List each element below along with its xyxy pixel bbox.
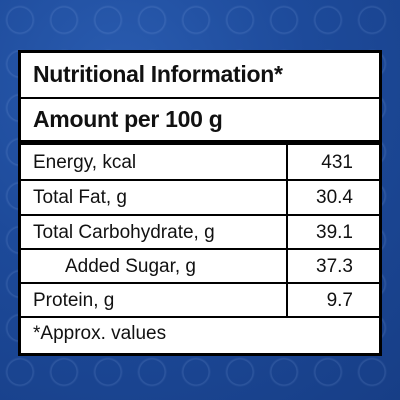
- row: Energy, kcal 431: [21, 145, 379, 179]
- column-divider: [286, 145, 288, 317]
- row-label: Protein, g: [33, 290, 115, 311]
- title: Nutritional Information*: [33, 61, 283, 87]
- footnote: *Approx. values: [33, 323, 167, 344]
- subtitle: Amount per 100 g: [33, 106, 223, 132]
- divider: [21, 140, 379, 145]
- row: Added Sugar, g 37.3: [21, 249, 379, 283]
- row: Protein, g 9.7: [21, 283, 379, 317]
- row-value: 431: [321, 152, 353, 173]
- row: Total Fat, g 30.4: [21, 180, 379, 214]
- row-label: Energy, kcal: [33, 152, 137, 173]
- row-value: 37.3: [316, 256, 353, 277]
- divider: [21, 282, 379, 284]
- row-label: Added Sugar, g: [65, 256, 196, 277]
- divider: [21, 316, 379, 318]
- row-label: Total Fat, g: [33, 187, 127, 208]
- row: Total Carbohydrate, g 39.1: [21, 215, 379, 249]
- divider: [21, 214, 379, 216]
- divider: [21, 179, 379, 181]
- row-label: Total Carbohydrate, g: [33, 222, 215, 243]
- row-value: 9.7: [326, 290, 353, 311]
- row-value: 30.4: [316, 187, 353, 208]
- divider: [21, 248, 379, 250]
- nutrition-label: Nutritional Information* Amount per 100 …: [18, 50, 382, 356]
- divider: [21, 97, 379, 99]
- row-value: 39.1: [316, 222, 353, 243]
